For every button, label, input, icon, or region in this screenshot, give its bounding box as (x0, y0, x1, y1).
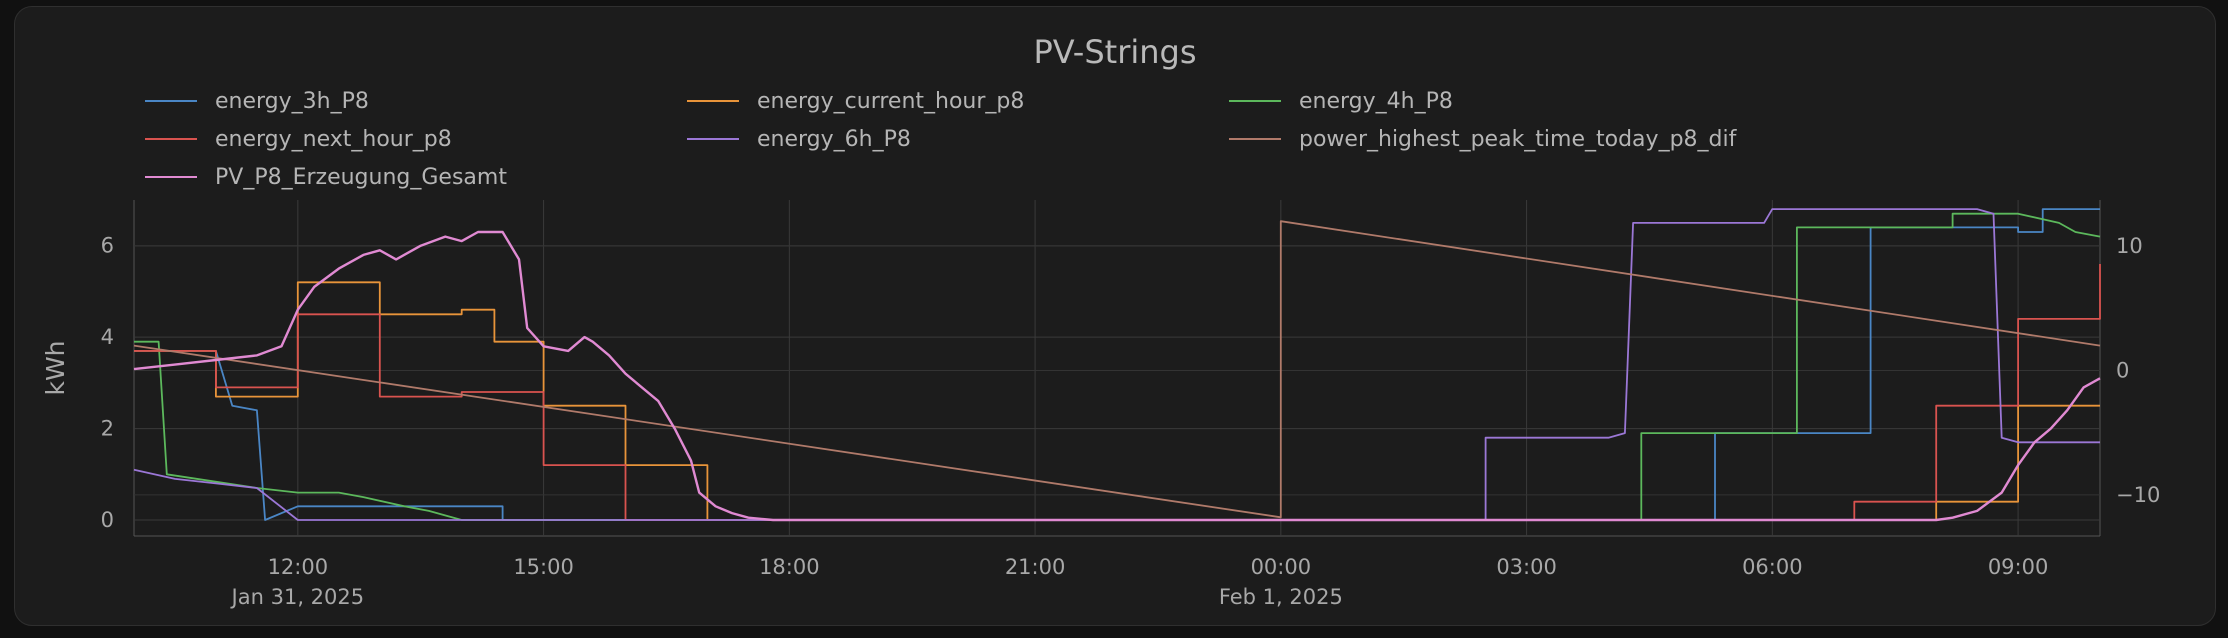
y-tick-label: 6 (101, 234, 114, 258)
legend-item[interactable]: PV_P8_Erzeugung_Gesamt (145, 161, 507, 193)
series-line-0 (134, 208, 2100, 521)
series-line-1 (134, 281, 2100, 521)
x-tick-label: 06:00 (1742, 555, 1803, 579)
y2-tick-label: 0 (2116, 358, 2129, 382)
x-tick-label: 12:00 (268, 555, 329, 579)
y2-tick-label: 10 (2116, 234, 2143, 258)
series-line-6 (133, 230, 2101, 522)
x-tick-label: 21:00 (1005, 555, 1066, 579)
y-tick-label: 0 (101, 508, 114, 532)
legend-label: power_highest_peak_time_today_p8_dif (1299, 126, 1737, 152)
x-tick-label: 15:00 (513, 555, 574, 579)
legend-item[interactable]: power_highest_peak_time_today_p8_dif (1229, 123, 1736, 155)
legend-item[interactable]: energy_next_hour_p8 (145, 123, 452, 155)
legend-item[interactable]: energy_3h_P8 (145, 85, 369, 117)
legend-swatch (1229, 100, 1281, 102)
series-line-2 (134, 212, 2101, 521)
chart-title: PV-Strings (1033, 33, 1197, 71)
legend-label: energy_4h_P8 (1299, 88, 1453, 114)
y-axis-title: kWh (41, 340, 70, 395)
y-tick-label: 4 (101, 325, 114, 349)
y2-tick-label: −10 (2116, 483, 2160, 507)
legend-item[interactable]: energy_current_hour_p8 (687, 85, 1024, 117)
legend-label: energy_6h_P8 (757, 126, 911, 152)
series-line-3 (134, 264, 2101, 521)
chart-card: PV-Strings energy_3h_P8 energy_current_ho… (14, 6, 2216, 626)
series-line-5 (133, 220, 2101, 519)
x-tick-date-label: Jan 31, 2025 (230, 585, 365, 609)
x-tick-label: 09:00 (1988, 555, 2049, 579)
legend-label: energy_next_hour_p8 (215, 126, 452, 152)
legend-label: PV_P8_Erzeugung_Gesamt (215, 164, 507, 190)
legend-label: energy_3h_P8 (215, 88, 369, 114)
legend-item[interactable]: energy_4h_P8 (1229, 85, 1453, 117)
x-tick-label: 00:00 (1251, 555, 1312, 579)
legend-swatch (145, 138, 197, 140)
x-tick-label: 18:00 (759, 555, 820, 579)
legend-item[interactable]: energy_6h_P8 (687, 123, 911, 155)
legend-swatch (145, 100, 197, 102)
x-tick-label: 03:00 (1496, 555, 1557, 579)
series-line-4 (133, 208, 2100, 521)
legend-label: energy_current_hour_p8 (757, 88, 1025, 114)
legend-swatch (687, 100, 739, 102)
legend-swatch (1229, 138, 1281, 140)
x-tick-date-label: Feb 1, 2025 (1219, 585, 1343, 609)
legend-swatch (687, 138, 739, 140)
y-tick-label: 2 (101, 417, 114, 441)
legend-swatch (145, 176, 197, 178)
